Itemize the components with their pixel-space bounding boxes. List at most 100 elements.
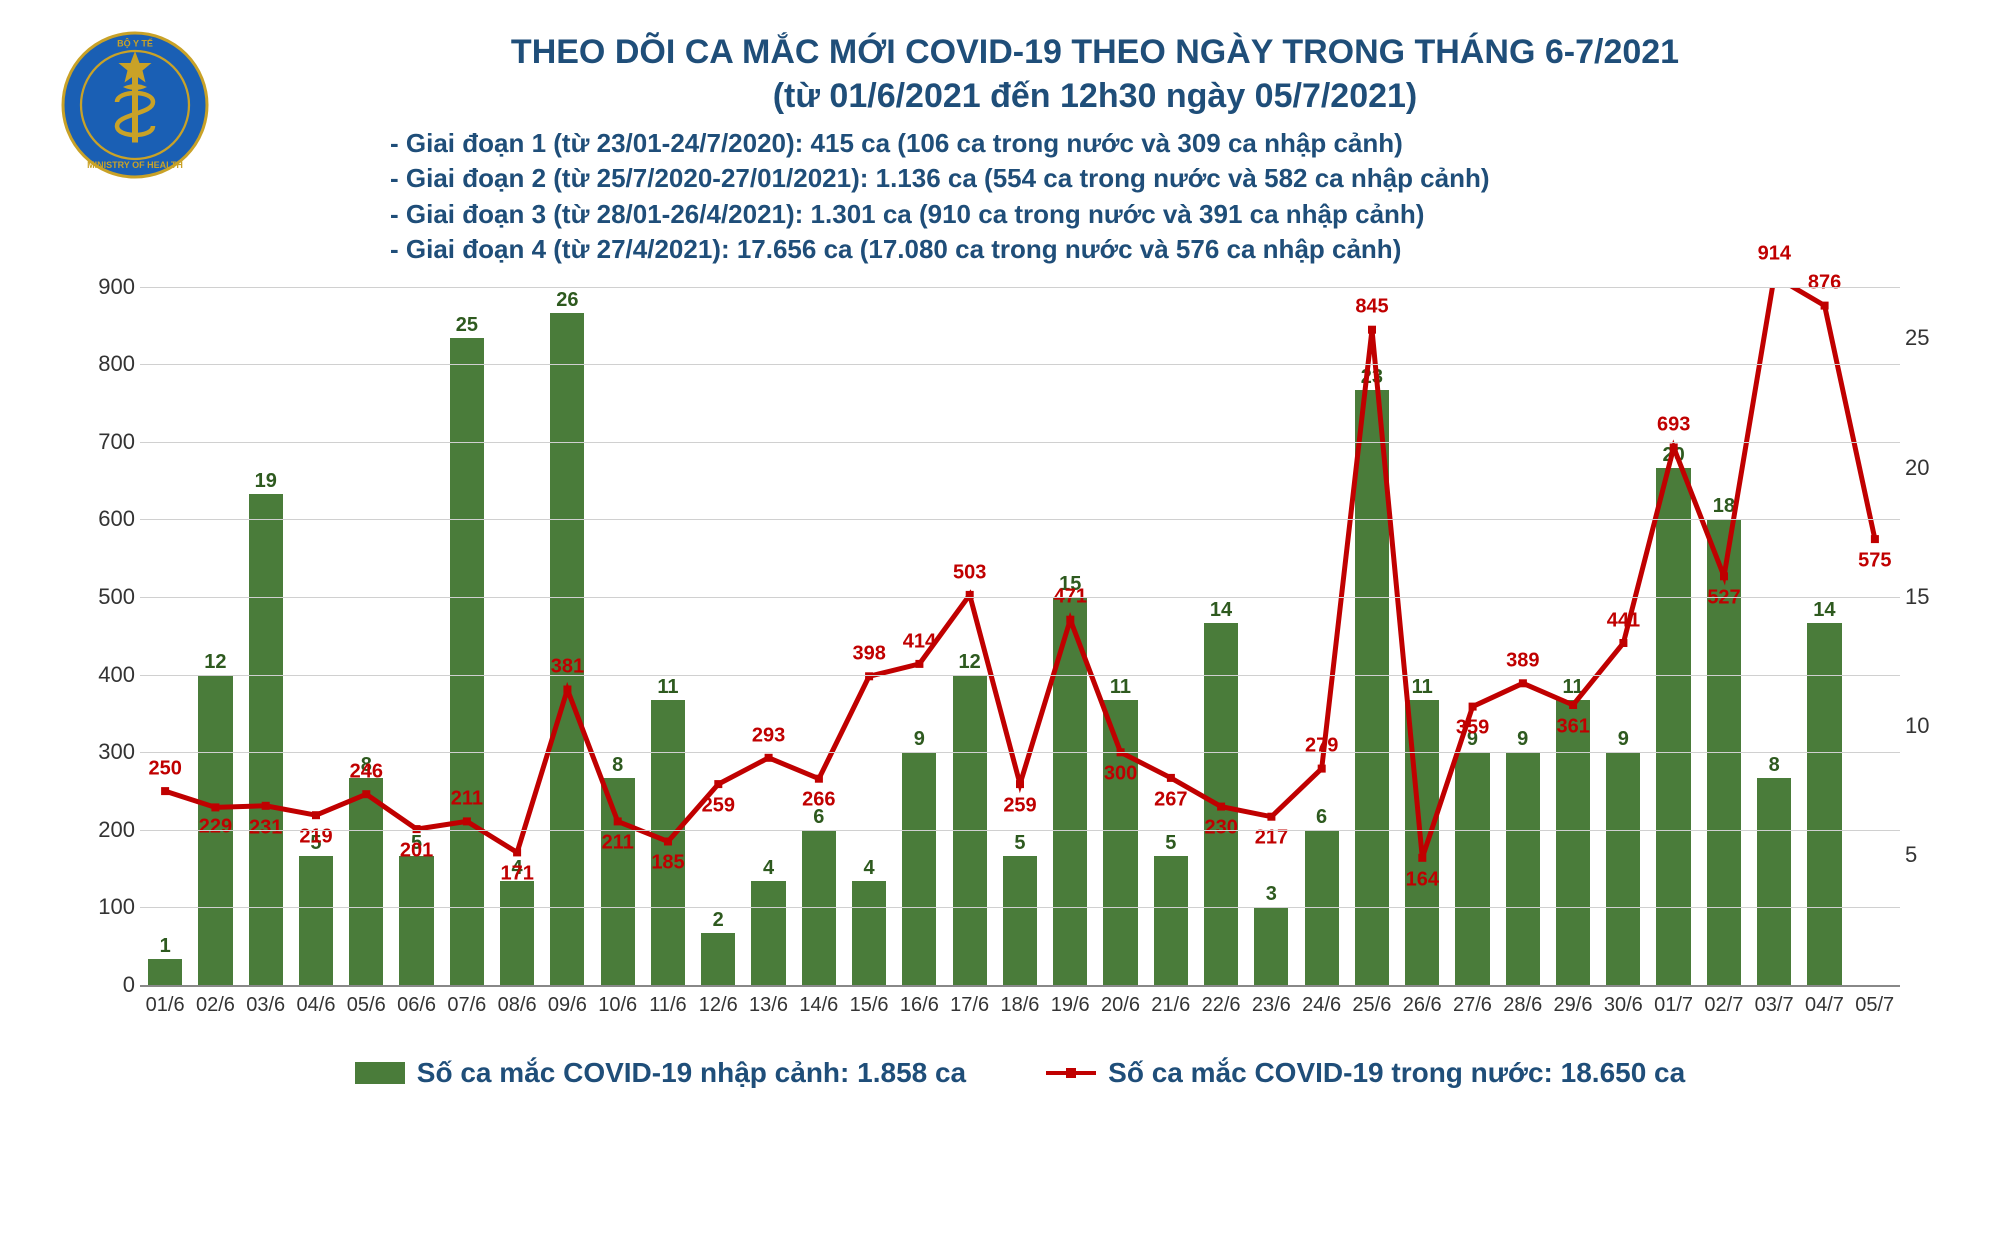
ministry-logo: MINISTRY OF HEALTH BỘ Y TẾ (60, 30, 210, 180)
x-tick-label: 03/7 (1749, 994, 1799, 1017)
bar: 8 (1757, 778, 1791, 985)
y-left-tick: 300 (85, 739, 135, 765)
bar-slot: 8 (1749, 287, 1799, 985)
bars-group: 1121958525426811246491251511514362311991… (140, 287, 1900, 985)
bar: 11 (651, 700, 685, 984)
line-value-label: 211 (451, 788, 483, 811)
title-block: THEO DÕI CA MẮC MỚI COVID-19 THEO NGÀY T… (210, 30, 1980, 267)
x-tick-label: 23/6 (1246, 994, 1296, 1017)
bar: 5 (1003, 856, 1037, 985)
bar-slot: 25 (442, 287, 492, 985)
x-tick-label: 28/6 (1498, 994, 1548, 1017)
bar-slot: 8 (341, 287, 391, 985)
gridline (140, 597, 1900, 598)
gridline (140, 287, 1900, 288)
subtitle-block: - Giai đoạn 1 (từ 23/01-24/7/2020): 415 … (210, 126, 1980, 266)
x-tick-label: 13/6 (743, 994, 793, 1017)
x-tick-label: 17/6 (945, 994, 995, 1017)
bar-slot: 4 (743, 287, 793, 985)
x-tick-label: 27/6 (1447, 994, 1497, 1017)
x-tick-label: 12/6 (693, 994, 743, 1017)
combo-chart: 1121958525426811246491251511514362311991… (80, 287, 1960, 1047)
bar-value-label: 19 (255, 470, 277, 493)
line-value-label: 185 (651, 852, 684, 875)
svg-text:MINISTRY OF HEALTH: MINISTRY OF HEALTH (87, 160, 183, 170)
bar-value-label: 9 (1517, 728, 1528, 751)
bar-slot: 19 (241, 287, 291, 985)
x-tick-label: 11/6 (643, 994, 693, 1017)
bar: 14 (1807, 623, 1841, 985)
bar-value-label: 18 (1713, 495, 1735, 518)
gridline (140, 752, 1900, 753)
bar: 3 (1254, 907, 1288, 985)
x-tick-label: 04/7 (1799, 994, 1849, 1017)
bar-slot (1850, 287, 1900, 985)
bar-value-label: 20 (1662, 444, 1684, 467)
line-value-label: 414 (903, 630, 936, 653)
bar-slot: 5 (1146, 287, 1196, 985)
bar: 1 (148, 959, 182, 985)
bar-slot: 3 (1246, 287, 1296, 985)
x-tick-label: 01/7 (1648, 994, 1698, 1017)
bar: 9 (1606, 752, 1640, 985)
bar: 15 (1053, 597, 1087, 985)
y-left-tick: 900 (85, 274, 135, 300)
line-value-label: 164 (1406, 868, 1439, 891)
bar-slot: 8 (593, 287, 643, 985)
x-tick-label: 09/6 (542, 994, 592, 1017)
line-value-label: 293 (752, 724, 785, 747)
x-tick-label: 06/6 (391, 994, 441, 1017)
x-tick-label: 14/6 (794, 994, 844, 1017)
line-value-label: 171 (500, 863, 533, 886)
title-line-1: THEO DÕI CA MẮC MỚI COVID-19 THEO NGÀY T… (210, 30, 1980, 74)
line-value-label: 876 (1808, 272, 1841, 295)
bar-value-label: 8 (612, 754, 623, 777)
y-right-tick: 10 (1905, 713, 1950, 739)
y-left-tick: 200 (85, 817, 135, 843)
plot-area: 1121958525426811246491251511514362311991… (140, 287, 1900, 987)
bar-value-label: 9 (1618, 728, 1629, 751)
bar: 5 (299, 856, 333, 985)
x-tick-label: 21/6 (1146, 994, 1196, 1017)
bar: 9 (1506, 752, 1540, 985)
line-value-label: 267 (1154, 788, 1187, 811)
bar-slot: 5 (391, 287, 441, 985)
line-value-label: 201 (400, 839, 433, 862)
subtitle-line-2: - Giai đoạn 2 (từ 25/7/2020-27/01/2021):… (390, 161, 1980, 196)
bar-slot: 11 (1095, 287, 1145, 985)
bar: 26 (550, 313, 584, 985)
gridline (140, 519, 1900, 520)
line-value-label: 503 (953, 561, 986, 584)
title-line-2: (từ 01/6/2021 đến 12h30 ngày 05/7/2021) (210, 74, 1980, 118)
bar-slot: 6 (1296, 287, 1346, 985)
line-value-label: 398 (852, 643, 885, 666)
bar: 8 (601, 778, 635, 985)
legend-line-swatch (1046, 1071, 1096, 1075)
y-left-tick: 600 (85, 506, 135, 532)
legend-line-text: Số ca mắc COVID-19 trong nước: 18.650 ca (1108, 1057, 1685, 1089)
bar-slot: 14 (1799, 287, 1849, 985)
y-right-tick: 5 (1905, 842, 1950, 868)
gridline (140, 830, 1900, 831)
bar-slot: 2 (693, 287, 743, 985)
line-value-label: 246 (350, 760, 383, 783)
x-tick-label: 26/6 (1397, 994, 1447, 1017)
bar-value-label: 1 (160, 935, 171, 958)
y-left-tick: 400 (85, 662, 135, 688)
x-tick-label: 03/6 (241, 994, 291, 1017)
bar-value-label: 9 (914, 728, 925, 751)
bar-value-label: 26 (556, 289, 578, 312)
x-tick-label: 02/7 (1699, 994, 1749, 1017)
bar: 11 (1556, 700, 1590, 984)
bar-slot: 15 (1045, 287, 1095, 985)
line-value-label: 441 (1607, 609, 1640, 632)
x-tick-label: 02/6 (190, 994, 240, 1017)
line-value-label: 389 (1506, 650, 1539, 673)
y-right-tick: 15 (1905, 584, 1950, 610)
legend-bars-text: Số ca mắc COVID-19 nhập cảnh: 1.858 ca (417, 1057, 966, 1089)
bar: 9 (1455, 752, 1489, 985)
x-tick-label: 05/7 (1850, 994, 1900, 1017)
bar-slot: 14 (1196, 287, 1246, 985)
bar-value-label: 14 (1813, 599, 1835, 622)
gridline (140, 364, 1900, 365)
